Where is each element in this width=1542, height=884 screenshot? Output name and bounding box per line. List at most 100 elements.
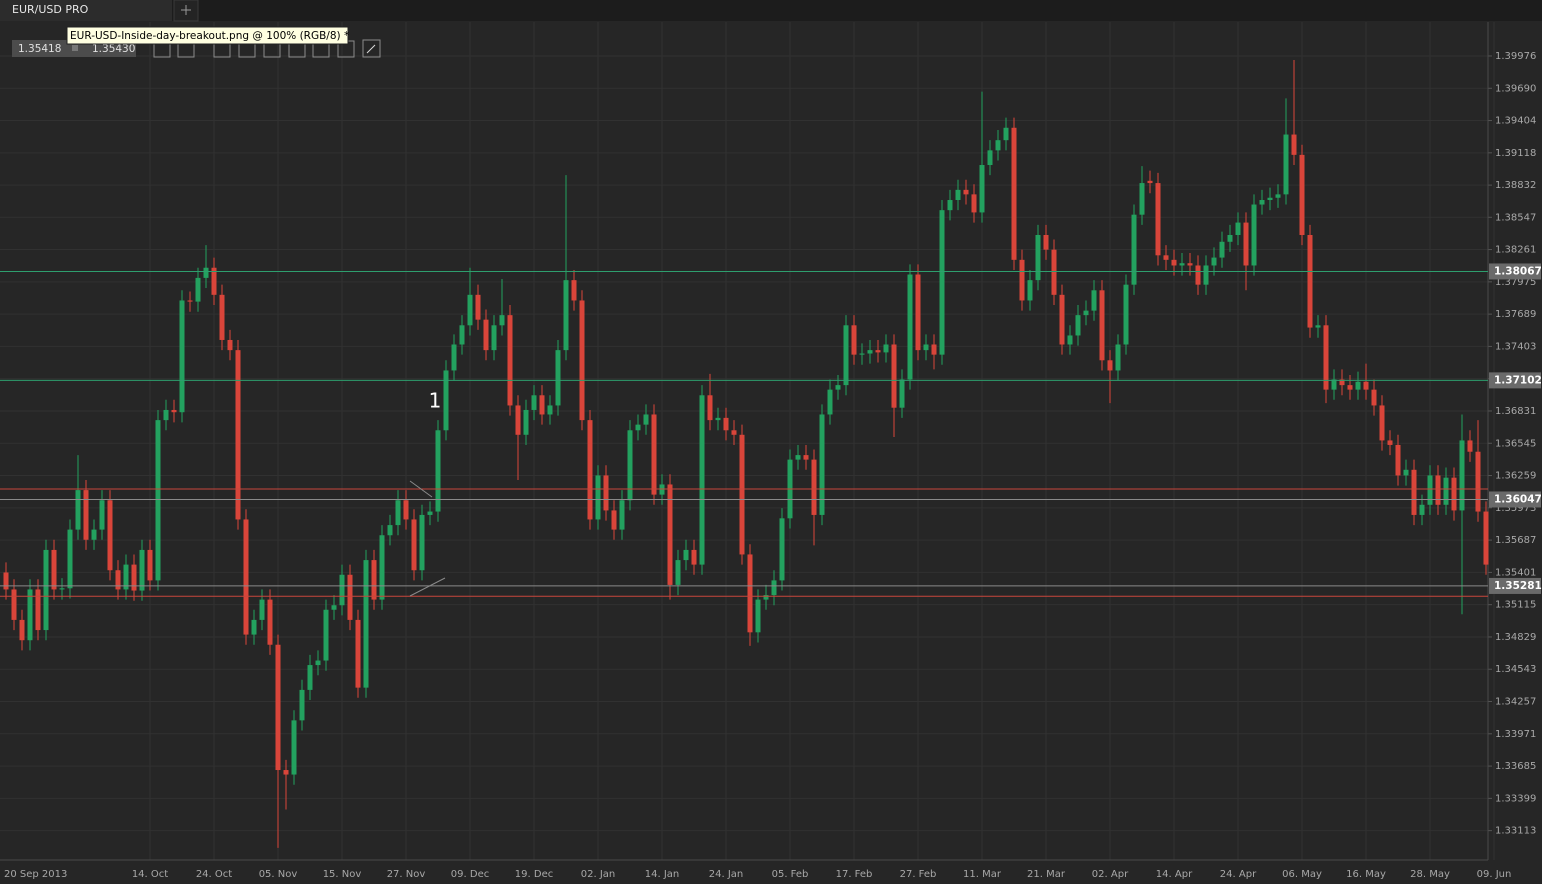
candle-body <box>1467 440 1473 452</box>
candle-body <box>643 414 649 425</box>
candle-body <box>1163 255 1169 260</box>
candle-body <box>483 319 489 351</box>
candle-body <box>155 420 161 581</box>
candle-body <box>1011 127 1017 260</box>
candle-body <box>627 430 633 501</box>
y-tick-label: 1.38261 <box>1495 245 1536 256</box>
x-tick-label: 14. Oct <box>132 869 168 880</box>
x-tick-label: 02. Apr <box>1092 869 1129 880</box>
candle-body <box>939 210 945 355</box>
candle-body <box>747 554 753 633</box>
candle-body <box>203 267 209 278</box>
candle-body <box>931 344 937 355</box>
candle-body <box>99 500 105 530</box>
candle-body <box>1451 477 1457 511</box>
x-tick-label: 24. Oct <box>196 869 232 880</box>
candle-body <box>1355 381 1361 390</box>
candle-body <box>715 417 721 421</box>
x-tick-label: 19. Dec <box>515 869 553 880</box>
candle-body <box>27 589 33 641</box>
candle-body <box>979 165 985 213</box>
candle-body <box>1411 469 1417 515</box>
candle-body <box>603 475 609 511</box>
price-tag-label: 1.36047 <box>1494 493 1542 505</box>
candle-body <box>1251 204 1257 266</box>
candle-body <box>835 385 841 390</box>
candle-body <box>1211 257 1217 266</box>
candle-body <box>915 274 921 351</box>
candle-body <box>115 570 121 590</box>
y-tick-label: 1.33971 <box>1495 729 1536 740</box>
price-tag-label: 1.37102 <box>1494 374 1542 386</box>
x-tick-label: 11. Mar <box>963 869 1002 880</box>
candle-body <box>867 350 873 354</box>
candle-body <box>475 294 481 320</box>
candle-body <box>1107 360 1113 371</box>
candle-body <box>1003 127 1009 141</box>
tooltip <box>66 26 349 45</box>
tab[interactable] <box>0 0 172 21</box>
candle-body <box>195 277 201 302</box>
candle-body <box>347 574 353 620</box>
x-tick-label: 24. Jan <box>709 869 744 880</box>
candle-body <box>1275 194 1281 198</box>
candle-body <box>795 455 801 460</box>
candle-body <box>291 720 297 775</box>
candle-body <box>555 350 561 406</box>
y-tick-label: 1.34829 <box>1495 632 1536 643</box>
candle-body <box>307 665 313 690</box>
candle-body <box>955 189 961 201</box>
y-tick-label: 1.39976 <box>1495 51 1536 62</box>
candle-body <box>707 395 713 421</box>
draw-button[interactable] <box>362 39 381 58</box>
candle-body <box>1123 284 1129 345</box>
x-tick-label: 14. Apr <box>1156 869 1193 880</box>
candle-body <box>723 417 729 431</box>
candle-body <box>1067 335 1073 345</box>
candle-body <box>275 644 281 771</box>
candle-body <box>363 560 369 688</box>
price-tag-label: 1.35281 <box>1494 580 1542 592</box>
candle-body <box>547 405 553 415</box>
candle-body <box>251 619 257 635</box>
candle-body <box>779 518 785 581</box>
candle-body <box>83 490 89 540</box>
candle-body <box>827 389 833 415</box>
x-tick-label: 09. Dec <box>451 869 489 880</box>
candle-body <box>571 280 577 301</box>
candle-body <box>899 379 905 408</box>
tab-title: EUR/USD PRO <box>12 3 89 16</box>
candle-body <box>1043 234 1049 250</box>
candle-body <box>283 770 289 775</box>
x-tick-label: 06. May <box>1282 869 1322 880</box>
tab-bar <box>0 0 1542 21</box>
candle-body <box>699 395 705 565</box>
candle-body <box>19 619 25 641</box>
candle-body <box>947 200 953 211</box>
y-tick-label: 1.39690 <box>1495 83 1536 94</box>
candle-body <box>819 414 825 515</box>
candle-body <box>211 267 217 295</box>
candle-body <box>491 325 497 351</box>
annotation: 1 <box>429 389 442 413</box>
candle-body <box>1075 315 1081 336</box>
candle-body <box>323 609 329 661</box>
candle-body <box>427 511 433 515</box>
candle-body <box>3 572 9 590</box>
y-tick-label: 1.33113 <box>1495 826 1536 837</box>
candle-body <box>539 395 545 415</box>
price-tag <box>1489 372 1541 389</box>
candle-body <box>67 529 73 589</box>
candle-body <box>219 294 225 340</box>
candle-body <box>259 599 265 620</box>
candle-body <box>1291 134 1297 155</box>
candle-body <box>179 300 185 413</box>
x-tick-label: 05. Feb <box>772 869 809 880</box>
candle-body <box>1243 222 1249 266</box>
y-tick-label: 1.36545 <box>1495 438 1536 449</box>
spread-icon <box>72 45 78 51</box>
x-tick-label: 16. May <box>1346 869 1386 880</box>
candle-body <box>1235 222 1241 235</box>
price-tag-label: 1.38067 <box>1494 265 1542 277</box>
candle-body <box>75 490 81 530</box>
